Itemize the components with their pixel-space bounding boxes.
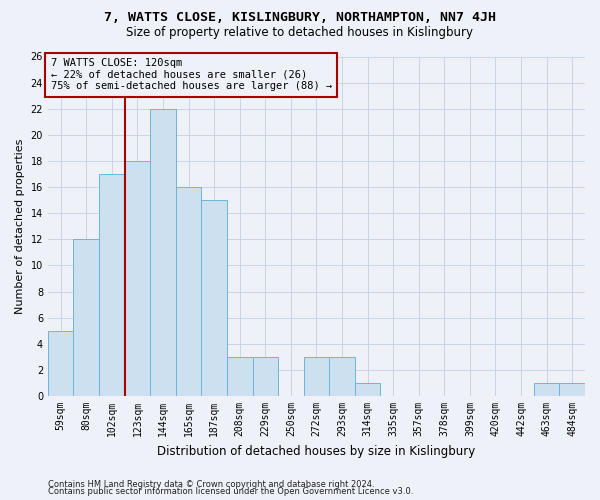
Bar bbox=[202, 200, 227, 396]
Bar bbox=[355, 383, 380, 396]
Text: 7 WATTS CLOSE: 120sqm
← 22% of detached houses are smaller (26)
75% of semi-deta: 7 WATTS CLOSE: 120sqm ← 22% of detached … bbox=[50, 58, 332, 92]
Bar bbox=[125, 161, 150, 396]
Bar bbox=[99, 174, 125, 396]
Text: Size of property relative to detached houses in Kislingbury: Size of property relative to detached ho… bbox=[127, 26, 473, 39]
Text: Contains HM Land Registry data © Crown copyright and database right 2024.: Contains HM Land Registry data © Crown c… bbox=[48, 480, 374, 489]
Bar bbox=[48, 331, 73, 396]
Bar bbox=[534, 383, 559, 396]
Bar bbox=[559, 383, 585, 396]
Bar bbox=[150, 108, 176, 396]
Text: Contains public sector information licensed under the Open Government Licence v3: Contains public sector information licen… bbox=[48, 488, 413, 496]
Y-axis label: Number of detached properties: Number of detached properties bbox=[15, 138, 25, 314]
Bar bbox=[253, 357, 278, 396]
Bar bbox=[73, 240, 99, 396]
Bar bbox=[227, 357, 253, 396]
Bar bbox=[329, 357, 355, 396]
Bar bbox=[304, 357, 329, 396]
Bar bbox=[176, 187, 202, 396]
X-axis label: Distribution of detached houses by size in Kislingbury: Distribution of detached houses by size … bbox=[157, 444, 476, 458]
Text: 7, WATTS CLOSE, KISLINGBURY, NORTHAMPTON, NN7 4JH: 7, WATTS CLOSE, KISLINGBURY, NORTHAMPTON… bbox=[104, 11, 496, 24]
